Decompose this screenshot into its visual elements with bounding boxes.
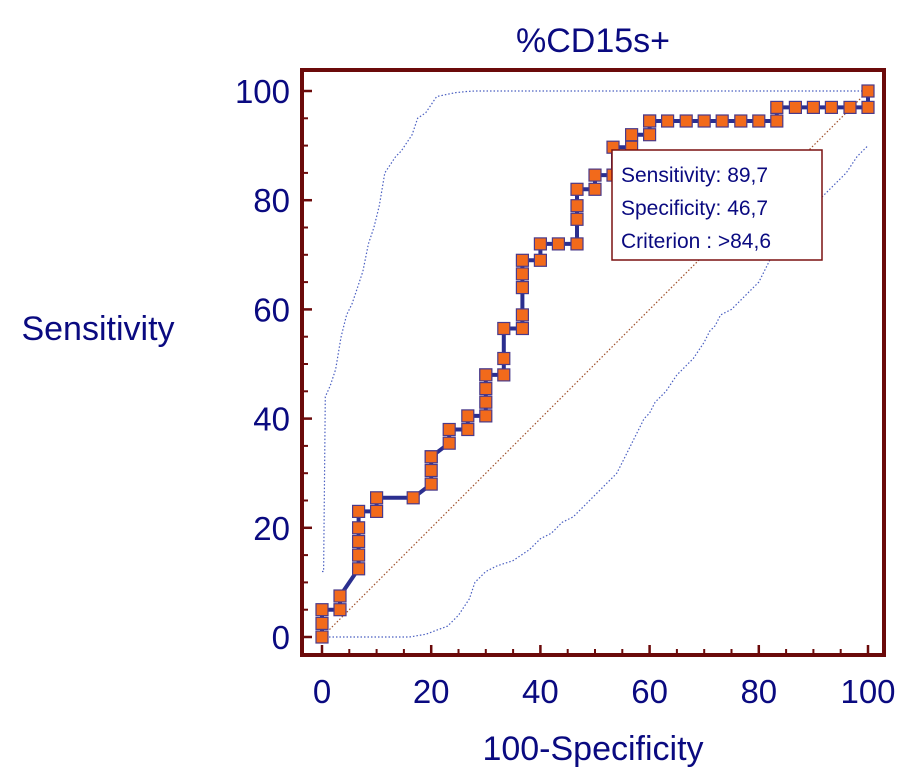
roc-point <box>551 237 566 251</box>
roc-point <box>788 100 803 115</box>
annotation-box <box>611 149 823 261</box>
x-tick-label: 40 <box>522 673 559 710</box>
y-tick-label: 100 <box>235 73 290 110</box>
roc-point <box>315 630 329 644</box>
roc-point <box>770 114 784 128</box>
roc-point <box>624 128 639 142</box>
roc-point <box>770 100 784 115</box>
chart-title: %CD15s+ <box>516 22 670 60</box>
roc-point <box>861 84 875 98</box>
roc-point <box>515 321 530 336</box>
annotation-sensitivity: Sensitivity: 89,7 <box>621 164 768 187</box>
roc-point <box>315 603 329 617</box>
roc-point <box>861 100 875 115</box>
roc-point <box>424 463 438 478</box>
confidence-band <box>322 90 869 638</box>
reference-diagonal <box>321 90 869 638</box>
roc-point <box>806 100 821 115</box>
roc-point <box>660 114 675 128</box>
roc-point <box>734 114 748 128</box>
roc-point <box>442 422 456 437</box>
roc-point <box>479 382 493 396</box>
roc-point <box>588 168 602 182</box>
roc-point <box>752 114 766 128</box>
y-axis-title: Sensitivity <box>21 310 174 348</box>
x-tick-label: 20 <box>413 673 450 710</box>
roc-point <box>715 114 729 128</box>
roc-point <box>570 199 584 213</box>
roc-point <box>497 351 511 366</box>
y-tick-label: 40 <box>253 401 290 438</box>
roc-point <box>570 237 584 251</box>
x-tick-label: 80 <box>740 673 777 710</box>
roc-point <box>333 589 347 603</box>
annotation-specificity: Specificity: 46,7 <box>621 197 768 220</box>
roc-point <box>315 616 329 631</box>
ci-lower-line <box>322 145 869 638</box>
roc-point <box>515 267 530 281</box>
roc-point <box>333 603 347 617</box>
roc-point <box>370 504 384 518</box>
roc-point <box>424 450 438 464</box>
roc-point <box>461 422 475 437</box>
roc-point <box>442 436 456 450</box>
y-tick-label: 80 <box>253 182 290 219</box>
x-tick-label: 0 <box>313 673 331 710</box>
roc-point <box>824 100 839 115</box>
roc-point <box>461 409 475 423</box>
roc-point <box>533 253 548 267</box>
roc-point <box>515 308 530 322</box>
roc-point <box>679 114 693 128</box>
roc-point <box>588 182 602 196</box>
roc-point <box>697 114 711 128</box>
roc-point <box>352 534 366 549</box>
roc-point <box>533 237 548 251</box>
roc-point <box>642 114 657 128</box>
y-tick-label: 60 <box>253 291 290 328</box>
roc-point <box>479 395 493 409</box>
roc-point <box>406 491 420 505</box>
roc-point <box>424 477 438 491</box>
roc-point <box>370 491 384 505</box>
tick-labels: 0 20 40 60 80 100 0 20 40 60 80 100 <box>235 73 896 710</box>
roc-point <box>352 562 366 576</box>
criterion-annotation: Sensitivity: 89,7 Specificity: 46,7 Crit… <box>611 149 823 261</box>
plot-frame <box>300 68 886 657</box>
roc-point <box>515 281 530 295</box>
roc-point <box>515 253 530 267</box>
reference-diagonal-line <box>321 90 869 638</box>
roc-point <box>570 212 584 226</box>
x-tick-label: 60 <box>631 673 668 710</box>
roc-point <box>352 548 366 562</box>
roc-point <box>352 504 366 518</box>
roc-point <box>497 368 511 382</box>
y-tick-label: 0 <box>272 619 290 656</box>
y-tick-label: 20 <box>253 510 290 547</box>
x-axis-title: 100-Specificity <box>482 730 703 768</box>
roc-point <box>642 128 657 142</box>
roc-point <box>497 321 511 336</box>
roc-point <box>479 368 493 382</box>
roc-point <box>479 409 493 423</box>
ci-upper-line <box>322 90 868 573</box>
roc-point <box>352 521 366 535</box>
roc-point <box>843 100 857 115</box>
x-tick-label: 100 <box>840 673 895 710</box>
annotation-criterion: Criterion : >84,6 <box>621 230 771 253</box>
roc-point <box>570 182 584 196</box>
